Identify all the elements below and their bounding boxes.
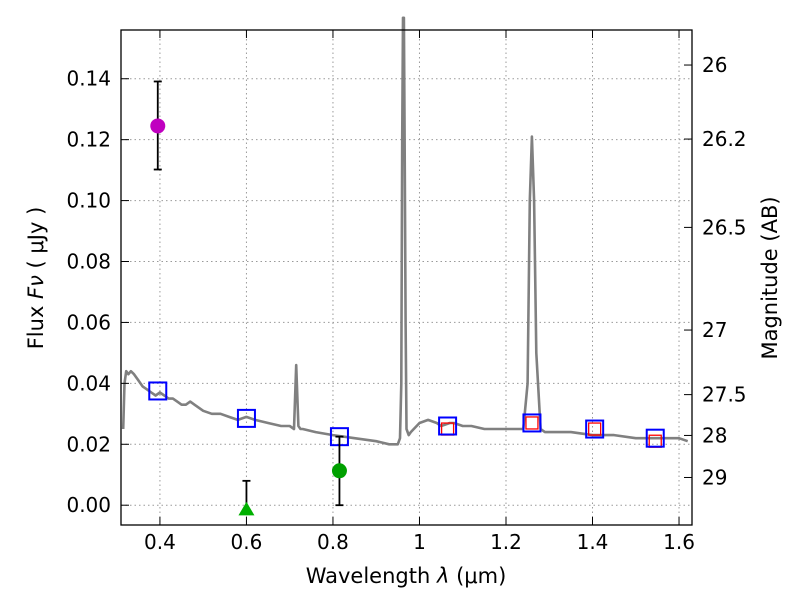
y-tick-label: 0.04 xyxy=(66,371,111,395)
y2-tick-label: 27 xyxy=(702,318,727,342)
y-tick-label: 0.14 xyxy=(66,67,111,91)
y-tick-label: 0.00 xyxy=(66,493,111,517)
x-axis-label: Wavelength λ (μm) xyxy=(306,564,507,588)
observed-photometry-square xyxy=(588,422,602,436)
y-tick-label: 0.06 xyxy=(66,310,111,334)
model-photometry-square xyxy=(522,413,542,433)
y-tick-label: 0.08 xyxy=(66,250,111,274)
plot-frame xyxy=(120,29,693,526)
y2-tick-label: 27.5 xyxy=(702,383,747,407)
x-tick-label: 0.6 xyxy=(231,530,263,554)
y2-tick-label: 29 xyxy=(702,465,727,489)
axes-ticks: 0.4 0.6 0.8 1 1.2 1.4 1.6 0.00 0.02 0.04 0.06 0.08 0… xyxy=(66,30,747,554)
y-tick-label: 0.10 xyxy=(66,189,111,213)
observed-photometry-square xyxy=(525,416,539,430)
y2-tick-label: 28 xyxy=(702,423,727,447)
detection-circle-marker xyxy=(331,463,347,479)
model-photometry-square xyxy=(148,381,168,401)
x-tick-label: 0.4 xyxy=(144,530,176,554)
y-tick-label: 0.12 xyxy=(66,128,111,152)
model-photometry-square xyxy=(236,408,256,428)
grid xyxy=(121,30,692,525)
model-photometry-square xyxy=(438,416,458,436)
y-axis-label: Flux Fν ( μJy ) xyxy=(24,207,48,350)
x-tick-label: 0.8 xyxy=(317,530,349,554)
y2-tick-label: 26 xyxy=(702,53,727,77)
detection-circle-marker xyxy=(150,118,166,134)
y2-tick-label: 26.5 xyxy=(702,215,747,239)
x-tick-label: 1.2 xyxy=(490,530,522,554)
model-photometry-square xyxy=(585,419,605,439)
x-tick-label: 1.4 xyxy=(577,530,609,554)
plot-area xyxy=(121,16,689,516)
y2-tick-label: 26.2 xyxy=(702,127,747,151)
y-tick-label: 0.02 xyxy=(66,432,111,456)
x-tick-label: 1.6 xyxy=(663,530,695,554)
model-photometry-square xyxy=(645,428,665,448)
upper-limit-triangle-marker xyxy=(238,501,255,516)
y2-axis-label: Magnitude (AB) xyxy=(758,196,782,359)
model-spectrum-line xyxy=(121,16,689,446)
x-tick-label: 1 xyxy=(413,530,426,554)
